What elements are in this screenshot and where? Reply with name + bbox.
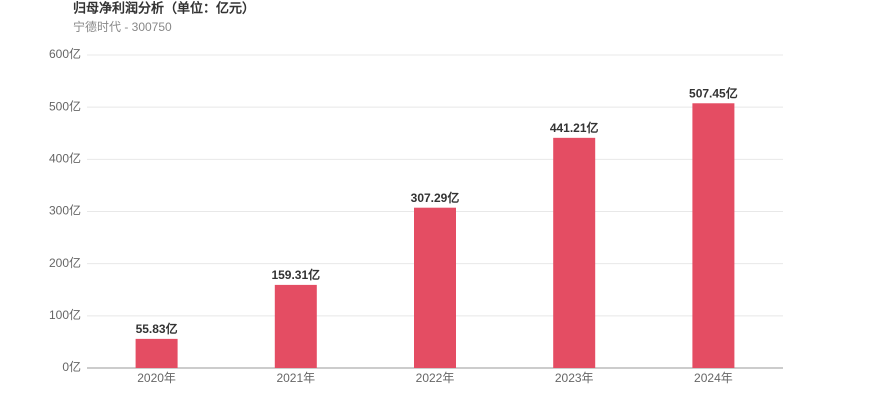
y-tick-label: 200亿 [49, 255, 81, 270]
y-tick-label: 400亿 [49, 151, 81, 166]
x-tick-label: 2022年 [416, 371, 455, 385]
bar [692, 103, 735, 369]
value-label: 55.83亿 [136, 321, 178, 336]
x-tick-label: 2020年 [137, 371, 176, 385]
chart-subtitle: 宁德时代 - 300750 [73, 19, 172, 34]
y-tick-label: 0亿 [62, 359, 81, 374]
bar [274, 284, 317, 368]
value-label: 507.45亿 [689, 85, 738, 100]
x-tick-label: 2021年 [276, 371, 315, 385]
chart-title: 归母净利润分析（单位：亿元） [73, 0, 255, 15]
x-tick-label: 2023年 [555, 371, 594, 385]
bar [135, 338, 178, 368]
value-label: 159.31亿 [271, 267, 320, 282]
bar [414, 207, 456, 368]
y-tick-label: 500亿 [49, 98, 81, 113]
y-tick-label: 300亿 [49, 203, 81, 218]
x-tick-label: 2024年 [694, 371, 733, 385]
y-tick-label: 600亿 [49, 46, 81, 61]
bar [553, 137, 596, 368]
value-label: 441.21亿 [550, 120, 599, 135]
y-tick-label: 100亿 [49, 307, 81, 322]
value-label: 307.29亿 [411, 190, 460, 205]
